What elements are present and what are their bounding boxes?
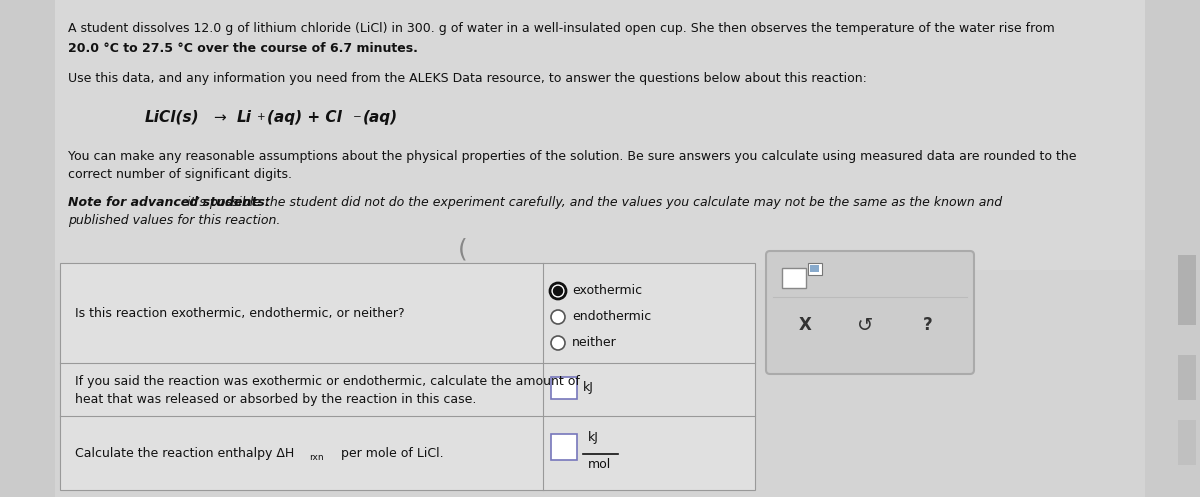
Text: neither: neither xyxy=(572,336,617,349)
Text: mol: mol xyxy=(588,458,611,471)
FancyBboxPatch shape xyxy=(766,251,974,374)
Circle shape xyxy=(551,310,565,324)
Text: Is this reaction exothermic, endothermic, or neither?: Is this reaction exothermic, endothermic… xyxy=(74,307,404,320)
Text: −: − xyxy=(353,112,361,122)
Text: (: ( xyxy=(458,238,468,262)
Text: published values for this reaction.: published values for this reaction. xyxy=(68,214,281,227)
Text: Use this data, and any information you need from the ALEKS Data resource, to ans: Use this data, and any information you n… xyxy=(68,72,866,85)
Circle shape xyxy=(553,286,563,296)
Text: (aq): (aq) xyxy=(364,110,398,125)
Text: Calculate the reaction enthalpy ΔH: Calculate the reaction enthalpy ΔH xyxy=(74,446,294,460)
Text: 20.0 °C to 27.5 °C over the course of 6.7 minutes.: 20.0 °C to 27.5 °C over the course of 6.… xyxy=(68,42,418,55)
Text: (aq) + Cl: (aq) + Cl xyxy=(266,110,342,125)
Text: correct number of significant digits.: correct number of significant digits. xyxy=(68,168,292,181)
Bar xyxy=(808,263,822,275)
Text: exothermic: exothermic xyxy=(572,284,642,298)
Circle shape xyxy=(550,283,566,299)
Bar xyxy=(1178,420,1196,465)
Bar xyxy=(551,377,577,399)
Text: +: + xyxy=(257,112,265,122)
Text: it’s possible the student did not do the experiment carefully, and the values yo: it’s possible the student did not do the… xyxy=(182,196,1002,209)
Text: A student dissolves 12.0 g of lithium chloride (LiCl) in 300. g of water in a we: A student dissolves 12.0 g of lithium ch… xyxy=(68,22,1055,35)
Bar xyxy=(1178,355,1196,400)
Text: LiCl(s): LiCl(s) xyxy=(145,110,199,125)
Text: X: X xyxy=(798,316,811,334)
Text: kJ: kJ xyxy=(583,382,594,395)
Text: ↺: ↺ xyxy=(857,316,874,334)
Bar xyxy=(60,263,755,490)
Bar xyxy=(551,434,577,460)
Bar xyxy=(55,0,1145,270)
Text: per mole of LiCl.: per mole of LiCl. xyxy=(337,446,444,460)
Bar xyxy=(1178,255,1196,325)
Text: kJ: kJ xyxy=(588,431,599,444)
Text: heat that was released or absorbed by the reaction in this case.: heat that was released or absorbed by th… xyxy=(74,393,476,406)
Text: Note for advanced students:: Note for advanced students: xyxy=(68,196,270,209)
Text: Li: Li xyxy=(238,110,252,125)
Bar xyxy=(782,268,806,288)
Text: If you said the reaction was exothermic or endothermic, calculate the amount of: If you said the reaction was exothermic … xyxy=(74,375,580,388)
Text: →: → xyxy=(214,110,226,125)
Text: endothermic: endothermic xyxy=(572,311,652,324)
Circle shape xyxy=(551,336,565,350)
Bar xyxy=(810,265,818,272)
Text: ?: ? xyxy=(923,316,932,334)
Text: You can make any reasonable assumptions about the physical properties of the sol: You can make any reasonable assumptions … xyxy=(68,150,1076,163)
Text: rxn: rxn xyxy=(310,452,324,462)
